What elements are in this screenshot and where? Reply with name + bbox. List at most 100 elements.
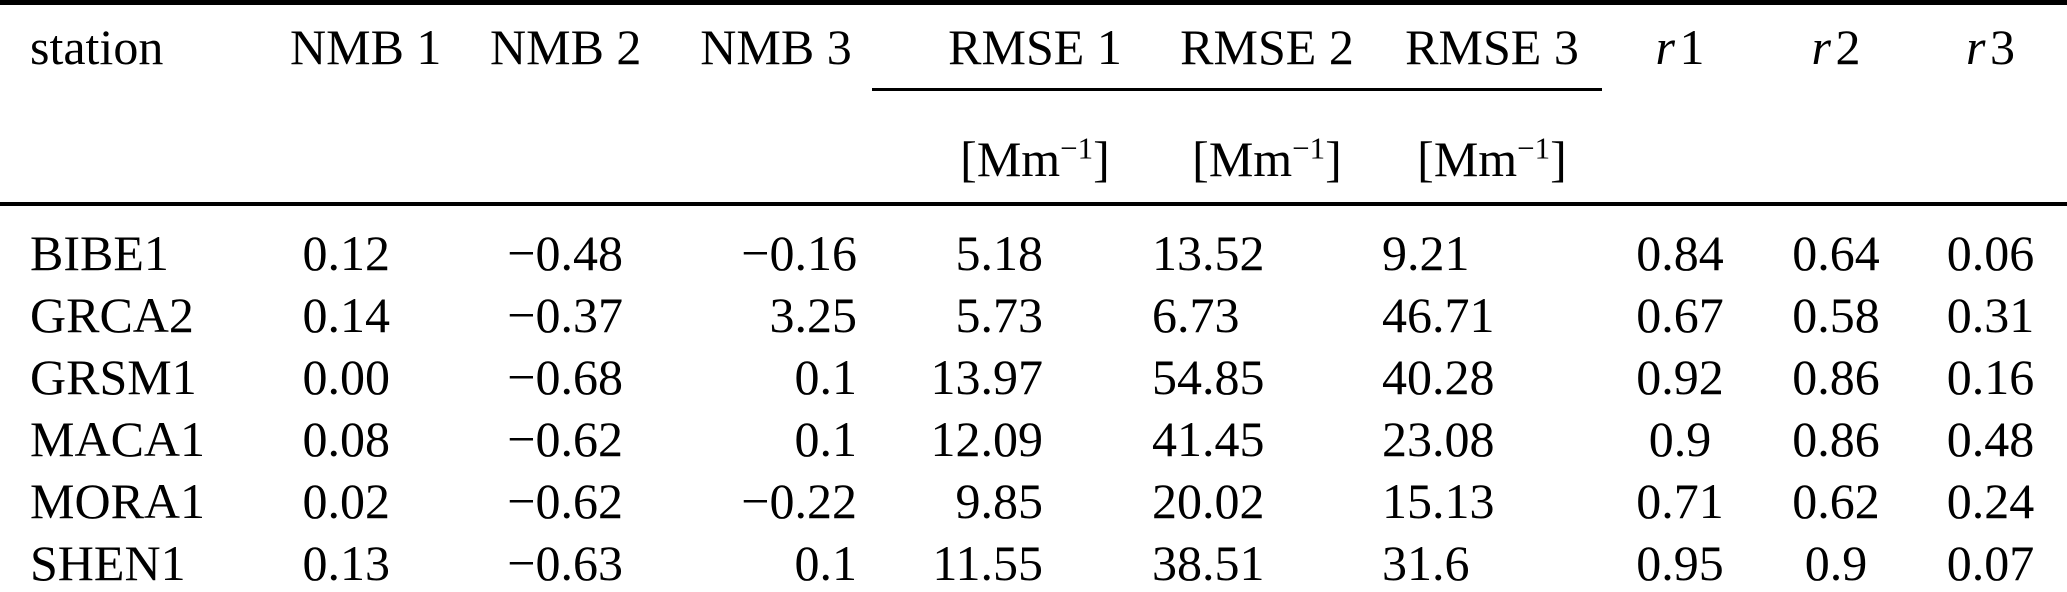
value-cell: 15.13	[1382, 473, 1495, 529]
table-header-row: station NMB 1 NMB 2 NMB 3 RMSE 1 RMSE 2 …	[0, 2, 2067, 91]
column-header-station: station	[30, 19, 164, 76]
value-cell: 13.52	[1152, 225, 1265, 281]
value-cell: 13.97	[930, 349, 1044, 405]
value-cell: 0.13	[302, 535, 391, 591]
value-cell: 0.48	[1946, 411, 2035, 467]
r3-digit: 3	[1989, 19, 2015, 76]
empty-cell	[1602, 89, 1758, 206]
value-cell: 20.02	[1152, 473, 1265, 529]
value-cell: 41.45	[1152, 411, 1265, 467]
column-header-nmb1: NMB 1	[290, 19, 442, 76]
value-cell: 5.73	[955, 287, 1044, 343]
table-units-row: [Mm−1] [Mm−1] [Mm−1]	[0, 89, 2067, 206]
value-cell: 0.64	[1792, 225, 1880, 281]
column-header-nmb3: NMB 3	[700, 19, 852, 76]
empty-cell	[405, 89, 640, 206]
unit-suffix: ]	[1325, 131, 1342, 187]
unit-exponent: −1	[1517, 130, 1551, 166]
station-cell: GRSM1	[30, 349, 197, 405]
value-cell: 31.6	[1382, 535, 1470, 591]
station-cell: BIBE1	[30, 225, 169, 281]
column-header-r3: r3	[1914, 3, 2067, 90]
value-cell: 0.14	[302, 287, 391, 343]
value-cell: 38.51	[1152, 535, 1265, 591]
value-cell: −0.37	[507, 287, 623, 343]
station-cell: MACA1	[30, 411, 206, 467]
value-cell: 0.02	[302, 473, 391, 529]
unit-prefix: [Mm	[1192, 131, 1293, 187]
value-cell: 0.1	[794, 535, 858, 591]
r1-italic-label: r	[1655, 19, 1675, 76]
empty-cell	[0, 89, 250, 206]
value-cell: 0.00	[302, 349, 391, 405]
table-row: MACA1 0.08 −0.62 0.1 12.09 41.45 23.08 0…	[0, 408, 2067, 470]
table-row: SHEN1 0.13 −0.63 0.1 11.55 38.51 31.6 0.…	[0, 532, 2067, 592]
column-header-nmb2: NMB 2	[490, 19, 642, 76]
empty-cell	[1914, 89, 2067, 206]
value-cell: 3.25	[769, 287, 858, 343]
value-cell: 46.71	[1382, 287, 1495, 343]
value-cell: 0.9	[1648, 411, 1712, 467]
value-cell: 0.07	[1946, 535, 2035, 591]
value-cell: 0.67	[1636, 287, 1724, 343]
value-cell: 9.85	[955, 473, 1044, 529]
column-header-rmse1: RMSE 1	[872, 2, 1152, 91]
table-row: GRSM1 0.00 −0.68 0.1 13.97 54.85 40.28 0…	[0, 346, 2067, 408]
station-cell: SHEN1	[30, 535, 186, 591]
column-header-r2: r2	[1758, 3, 1914, 90]
value-cell: 0.84	[1636, 225, 1724, 281]
value-cell: 6.73	[1152, 287, 1240, 343]
value-cell: 0.9	[1804, 535, 1868, 591]
value-cell: 5.18	[955, 225, 1044, 281]
unit-prefix: [Mm	[960, 131, 1061, 187]
empty-cell	[640, 89, 872, 206]
value-cell: 0.24	[1946, 473, 2035, 529]
unit-exponent: −1	[1060, 130, 1094, 166]
value-cell: −0.22	[741, 473, 857, 529]
value-cell: 0.95	[1636, 535, 1724, 591]
value-cell: 0.06	[1946, 225, 2035, 281]
value-cell: 0.12	[302, 225, 391, 281]
value-cell: 0.86	[1792, 349, 1880, 405]
value-cell: 54.85	[1152, 349, 1265, 405]
table-row: MORA1 0.02 −0.62 −0.22 9.85 20.02 15.13 …	[0, 470, 2067, 532]
value-cell: −0.16	[741, 225, 857, 281]
value-cell: 0.58	[1792, 287, 1880, 343]
unit-exponent: −1	[1292, 130, 1326, 166]
value-cell: −0.63	[507, 535, 623, 591]
r2-italic-label: r	[1811, 19, 1831, 76]
value-cell: 11.55	[932, 535, 1043, 591]
value-cell: 0.16	[1946, 349, 2035, 405]
r3-italic-label: r	[1966, 19, 1986, 76]
station-cell: GRCA2	[30, 287, 194, 343]
table-row: BIBE1 0.12 −0.48 −0.16 5.18 13.52 9.21 0…	[0, 204, 2067, 284]
value-cell: −0.48	[507, 225, 623, 281]
empty-cell	[250, 89, 405, 206]
value-cell: 0.1	[794, 411, 858, 467]
column-header-rmse2: RMSE 2	[1152, 2, 1382, 91]
value-cell: 12.09	[930, 411, 1044, 467]
column-header-rmse3: RMSE 3	[1382, 2, 1602, 91]
empty-cell	[1758, 89, 1914, 206]
value-cell: 0.86	[1792, 411, 1880, 467]
unit-suffix: ]	[1093, 131, 1110, 187]
value-cell: 0.31	[1946, 287, 2035, 343]
unit-rmse2: [Mm−1]	[1152, 89, 1382, 206]
table-row: GRCA2 0.14 −0.37 3.25 5.73 6.73 46.71 0.…	[0, 284, 2067, 346]
value-cell: 0.62	[1792, 473, 1880, 529]
value-cell: 23.08	[1382, 411, 1495, 467]
unit-suffix: ]	[1550, 131, 1567, 187]
value-cell: −0.62	[507, 411, 623, 467]
value-cell: 0.71	[1636, 473, 1724, 529]
value-cell: −0.68	[507, 349, 623, 405]
column-header-r1: r1	[1602, 3, 1758, 90]
unit-rmse3: [Mm−1]	[1382, 89, 1602, 206]
unit-prefix: [Mm	[1417, 131, 1518, 187]
unit-rmse1: [Mm−1]	[872, 89, 1152, 206]
station-cell: MORA1	[30, 473, 206, 529]
value-cell: 0.08	[302, 411, 391, 467]
value-cell: 9.21	[1382, 225, 1470, 281]
value-cell: 40.28	[1382, 349, 1495, 405]
